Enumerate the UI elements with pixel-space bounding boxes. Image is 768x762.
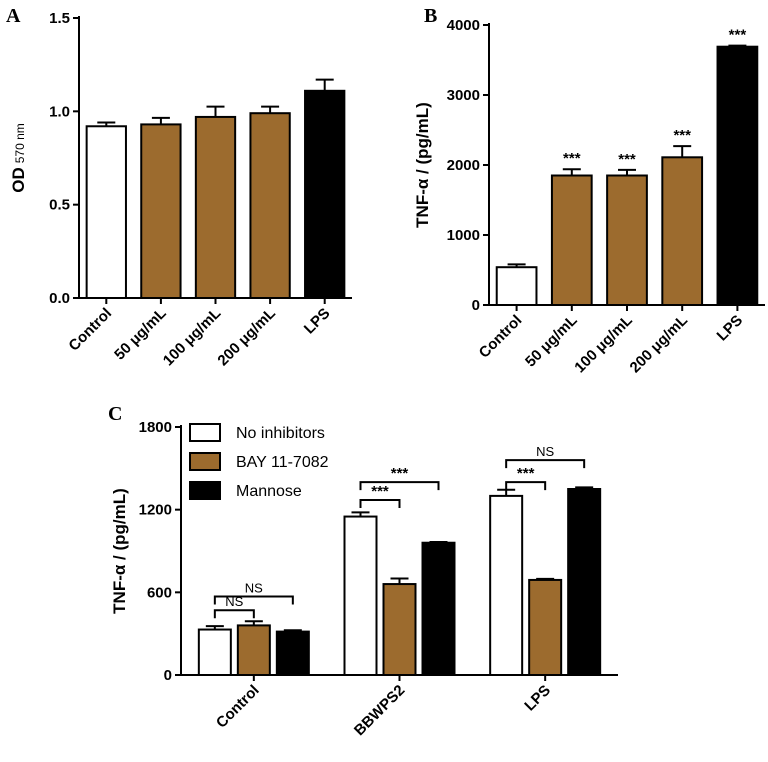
panel-c-bar xyxy=(567,488,602,676)
panel-b-bar xyxy=(716,45,759,306)
panel-c-letter: C xyxy=(108,403,122,425)
panel-c-bar xyxy=(275,630,310,676)
panel-a-letter: A xyxy=(6,5,21,27)
panel-a-y-tick-label: 1.0 xyxy=(49,103,70,120)
panel-a-bar xyxy=(304,89,346,299)
panel-c-y-tick-label: 600 xyxy=(147,584,172,601)
panel-b-bar xyxy=(550,174,593,306)
panel-a-category-label: Control xyxy=(65,305,115,355)
panel-c-legend-swatch xyxy=(189,452,221,471)
panel-c-bar xyxy=(197,628,232,676)
panel-a-category-label: 100 μg/mL xyxy=(160,305,224,369)
panel-c-significance-label: NS xyxy=(245,580,263,595)
panel-b-category-label: 50 μg/mL xyxy=(522,312,581,371)
panel-c-significance-label: *** xyxy=(371,483,389,500)
panel-b-significance-label: *** xyxy=(618,151,636,168)
panel-a-bar xyxy=(249,112,291,299)
panel-c-legend-label: BAY 11-7082 xyxy=(236,454,329,471)
panel-c-legend-swatch xyxy=(189,423,221,442)
panel-a-category-label: LPS xyxy=(301,305,334,338)
panel-b-significance-label: *** xyxy=(563,150,581,167)
panel-c-category-label: Control xyxy=(213,682,263,732)
panel-c-significance-label: *** xyxy=(517,465,535,482)
panel-a-bar xyxy=(194,115,237,299)
panel-c-category-label: LPS xyxy=(521,682,554,715)
panel-b-bar xyxy=(495,266,538,307)
panel-c-significance-bracket xyxy=(359,499,401,509)
panel-a-y-tick-label: 0.5 xyxy=(49,197,70,214)
panel-b-category-label: Control xyxy=(476,312,526,362)
panel-c-significance-bracket xyxy=(505,459,586,469)
panel-b-bar xyxy=(606,174,648,306)
panel-b-bar xyxy=(661,156,704,306)
panel-b-significance-label: *** xyxy=(673,127,691,144)
panel-a-y-axis-title-unit: 570 nm xyxy=(13,123,27,163)
panel-c-bar xyxy=(382,583,417,676)
panel-b-y-tick-label: 0 xyxy=(472,297,480,314)
panel-c-significance-bracket xyxy=(359,481,440,491)
panel-b-y-axis-title: TNF-α / (pg/mL) xyxy=(413,102,432,228)
panel-c-legend-label: Mannose xyxy=(236,483,302,500)
panel-a-bar xyxy=(140,123,182,300)
panel-c-y-tick-label: 1200 xyxy=(139,502,172,519)
panel-c-significance-bracket xyxy=(505,481,547,491)
panel-c-significance-label: NS xyxy=(225,594,243,609)
panel-b-y-tick-label: 2000 xyxy=(447,157,480,174)
panel-b-significance-label: *** xyxy=(729,27,747,44)
panel-c-bar xyxy=(528,578,563,677)
panel-a-bar xyxy=(85,125,127,300)
panel-c-legend-label: No inhibitors xyxy=(236,425,325,442)
panel-c-legend-swatch xyxy=(189,481,221,500)
panel-c-y-tick-label: 0 xyxy=(164,667,172,684)
panel-b-category-label: 100 μg/mL xyxy=(571,312,635,376)
panel-c-significance-label: NS xyxy=(536,444,554,459)
panel-a-category-label: 50 μg/mL xyxy=(111,305,170,364)
panel-c-y-tick-label: 1800 xyxy=(139,419,172,436)
panel-a-y-tick-label: 0.0 xyxy=(49,290,70,307)
panel-c-significance-bracket xyxy=(213,609,255,619)
panel-b-category-label: 200 μg/mL xyxy=(627,312,691,376)
panel-b-y-tick-label: 1000 xyxy=(447,227,480,244)
panel-b-letter: B xyxy=(424,5,437,27)
panel-c-bar xyxy=(489,494,524,676)
panel-c-category-label: BBWPS2 xyxy=(351,682,408,739)
panel-a-y-tick-label: 1.5 xyxy=(49,10,70,27)
panel-a-category-label: 200 μg/mL xyxy=(214,305,278,369)
panel-c-y-axis-title: TNF-α / (pg/mL) xyxy=(110,488,129,614)
panel-c-bar xyxy=(236,624,271,677)
panel-b-y-tick-label: 3000 xyxy=(447,87,480,104)
panel-b-y-tick-label: 4000 xyxy=(447,17,480,34)
panel-c-significance-bracket xyxy=(213,595,294,605)
panel-c-bar xyxy=(343,515,378,676)
panel-b-category-label: LPS xyxy=(714,312,747,345)
panel-a-y-axis-title: OD570 nm xyxy=(9,123,28,193)
panel-c-bar xyxy=(421,541,456,676)
panel-c-significance-label: *** xyxy=(391,465,409,482)
